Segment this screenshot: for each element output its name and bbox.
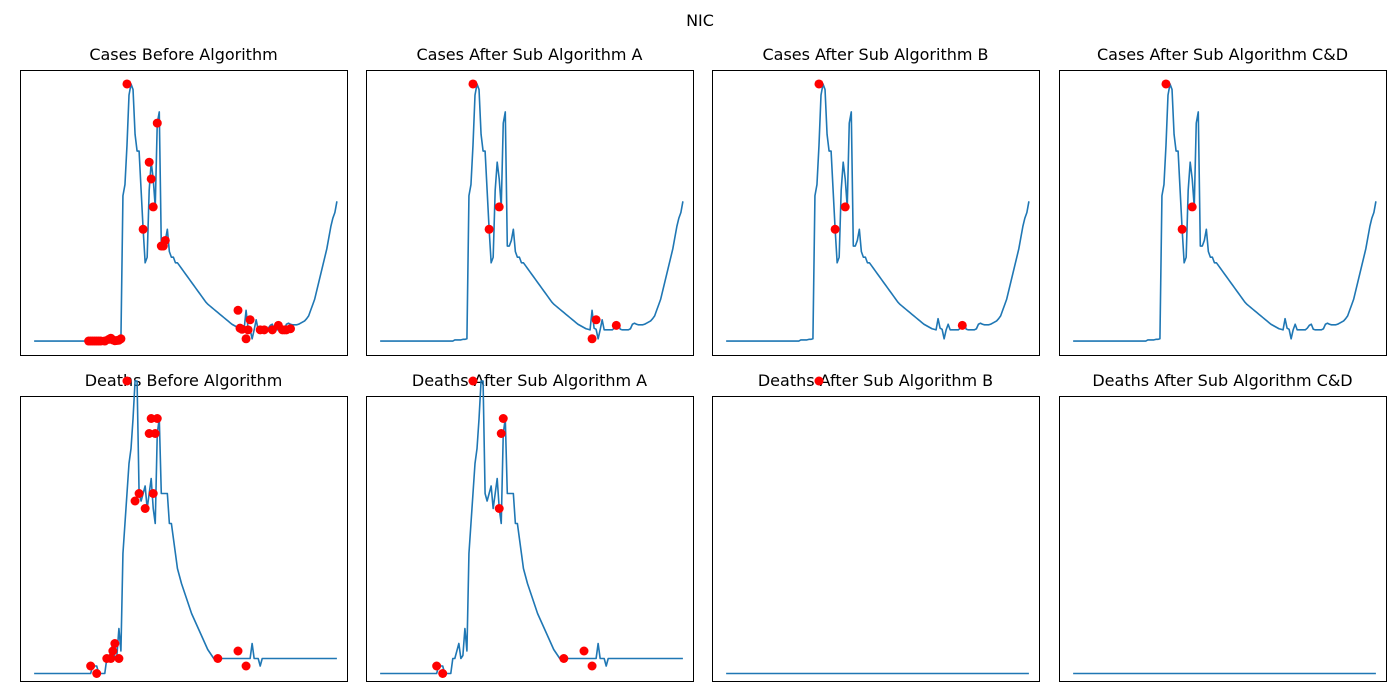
series-line [34, 83, 338, 342]
subplot-5 [20, 376, 348, 682]
anomaly-point [122, 79, 132, 89]
anomaly-point [233, 305, 243, 315]
anomaly-point [840, 202, 850, 212]
subplot-8 [1059, 396, 1387, 682]
panel-title-deaths-after-cd: Deaths After Sub Algorithm C&D [1092, 371, 1353, 390]
anomaly-point [498, 414, 508, 423]
figure-title: NIC [686, 11, 714, 30]
anomaly-point [152, 118, 162, 128]
plot-frame [712, 396, 1040, 682]
anomaly-point [114, 654, 124, 663]
subplot-7 [712, 376, 1040, 682]
plot-frame [366, 70, 694, 356]
anomaly-point [245, 315, 255, 325]
plot-frame [20, 70, 348, 356]
anomaly-point [138, 224, 148, 234]
anomaly-point [150, 429, 160, 438]
anomaly-point [494, 504, 504, 513]
anomaly-point [108, 646, 118, 656]
panel-title-cases-after-b: Cases After Sub Algorithm B [762, 45, 989, 64]
anomaly-point [830, 224, 840, 234]
plot-frame [712, 70, 1040, 356]
anomaly-point [233, 646, 243, 656]
subplot-6 [366, 376, 694, 682]
anomaly-point [144, 157, 154, 167]
panel-title-cases-after-cd: Cases After Sub Algorithm C&D [1096, 45, 1349, 64]
anomaly-point [110, 639, 120, 648]
anomaly-point [140, 504, 150, 513]
anomaly-point [92, 669, 102, 678]
anomaly-point [122, 376, 132, 386]
anomaly-point [116, 334, 126, 344]
anomaly-point [241, 334, 251, 344]
anomaly-point [957, 320, 967, 330]
subplot-1 [20, 70, 348, 356]
anomaly-point [579, 646, 589, 656]
anomaly-point [611, 320, 621, 330]
anomaly-point [468, 376, 478, 386]
anomaly-point [1161, 79, 1171, 89]
series-line [726, 83, 1030, 342]
anomaly-point [243, 325, 253, 335]
anomaly-point [814, 376, 824, 386]
anomaly-point [496, 429, 506, 438]
anomaly-point [259, 325, 269, 335]
panel-title-deaths-after-a: Deaths After Sub Algorithm A [411, 371, 648, 390]
series-line [1073, 83, 1377, 342]
anomaly-point [148, 202, 158, 212]
anomaly-point [587, 661, 597, 671]
anomaly-point [587, 334, 597, 344]
anomaly-point [494, 202, 504, 212]
subplot-3 [712, 70, 1040, 356]
panel-title-cases-before: Cases Before Algorithm [89, 45, 278, 64]
anomaly-point [1187, 202, 1197, 212]
anomaly-point [1177, 224, 1187, 234]
plot-frame [1059, 396, 1387, 682]
anomaly-point [814, 79, 824, 89]
anomaly-point [152, 414, 162, 423]
panel-title-deaths-after-b: Deaths After Sub Algorithm B [757, 371, 994, 390]
anomaly-point [559, 654, 569, 663]
anomaly-point [130, 496, 140, 506]
anomaly-point [160, 235, 170, 245]
anomaly-point [106, 654, 116, 663]
anomaly-point [86, 661, 96, 671]
anomaly-point [484, 224, 494, 234]
subplot-2 [366, 70, 694, 356]
anomaly-point [438, 669, 448, 678]
anomaly-point [146, 174, 156, 184]
series-line [380, 83, 684, 342]
anomaly-point [213, 654, 223, 663]
plot-frame [366, 396, 694, 682]
anomaly-point [148, 489, 158, 498]
series-line [34, 380, 337, 675]
anomaly-point [285, 324, 295, 334]
anomaly-point [241, 661, 251, 671]
series-line [380, 380, 683, 675]
anomaly-point [432, 661, 442, 671]
subplot-4 [1059, 70, 1387, 356]
panel-title-cases-after-a: Cases After Sub Algorithm A [416, 45, 643, 64]
anomaly-point [134, 489, 144, 498]
plot-frame [1059, 70, 1387, 356]
anomaly-point [591, 315, 601, 325]
plot-frame [20, 396, 348, 682]
anomaly-point [468, 79, 478, 89]
